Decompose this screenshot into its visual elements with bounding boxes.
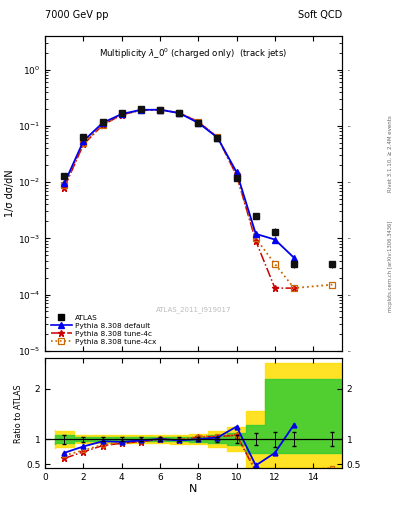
Text: 7000 GeV pp: 7000 GeV pp: [45, 10, 109, 20]
Text: Multiplicity $\lambda$_0$^0$ (charged only)  (track jets): Multiplicity $\lambda$_0$^0$ (charged on…: [99, 47, 288, 61]
Legend: ATLAS, Pythia 8.308 default, Pythia 8.308 tune-4c, Pythia 8.308 tune-4cx: ATLAS, Pythia 8.308 default, Pythia 8.30…: [49, 312, 158, 347]
Text: mcplots.cern.ch [arXiv:1306.3436]: mcplots.cern.ch [arXiv:1306.3436]: [388, 221, 393, 312]
Y-axis label: Ratio to ATLAS: Ratio to ATLAS: [14, 384, 23, 443]
X-axis label: N: N: [189, 484, 198, 494]
Text: Soft QCD: Soft QCD: [298, 10, 342, 20]
Text: ATLAS_2011_I919017: ATLAS_2011_I919017: [156, 306, 231, 313]
Text: Rivet 3.1.10, ≥ 2.4M events: Rivet 3.1.10, ≥ 2.4M events: [388, 115, 393, 192]
Y-axis label: 1/σ dσ/dN: 1/σ dσ/dN: [5, 169, 15, 217]
